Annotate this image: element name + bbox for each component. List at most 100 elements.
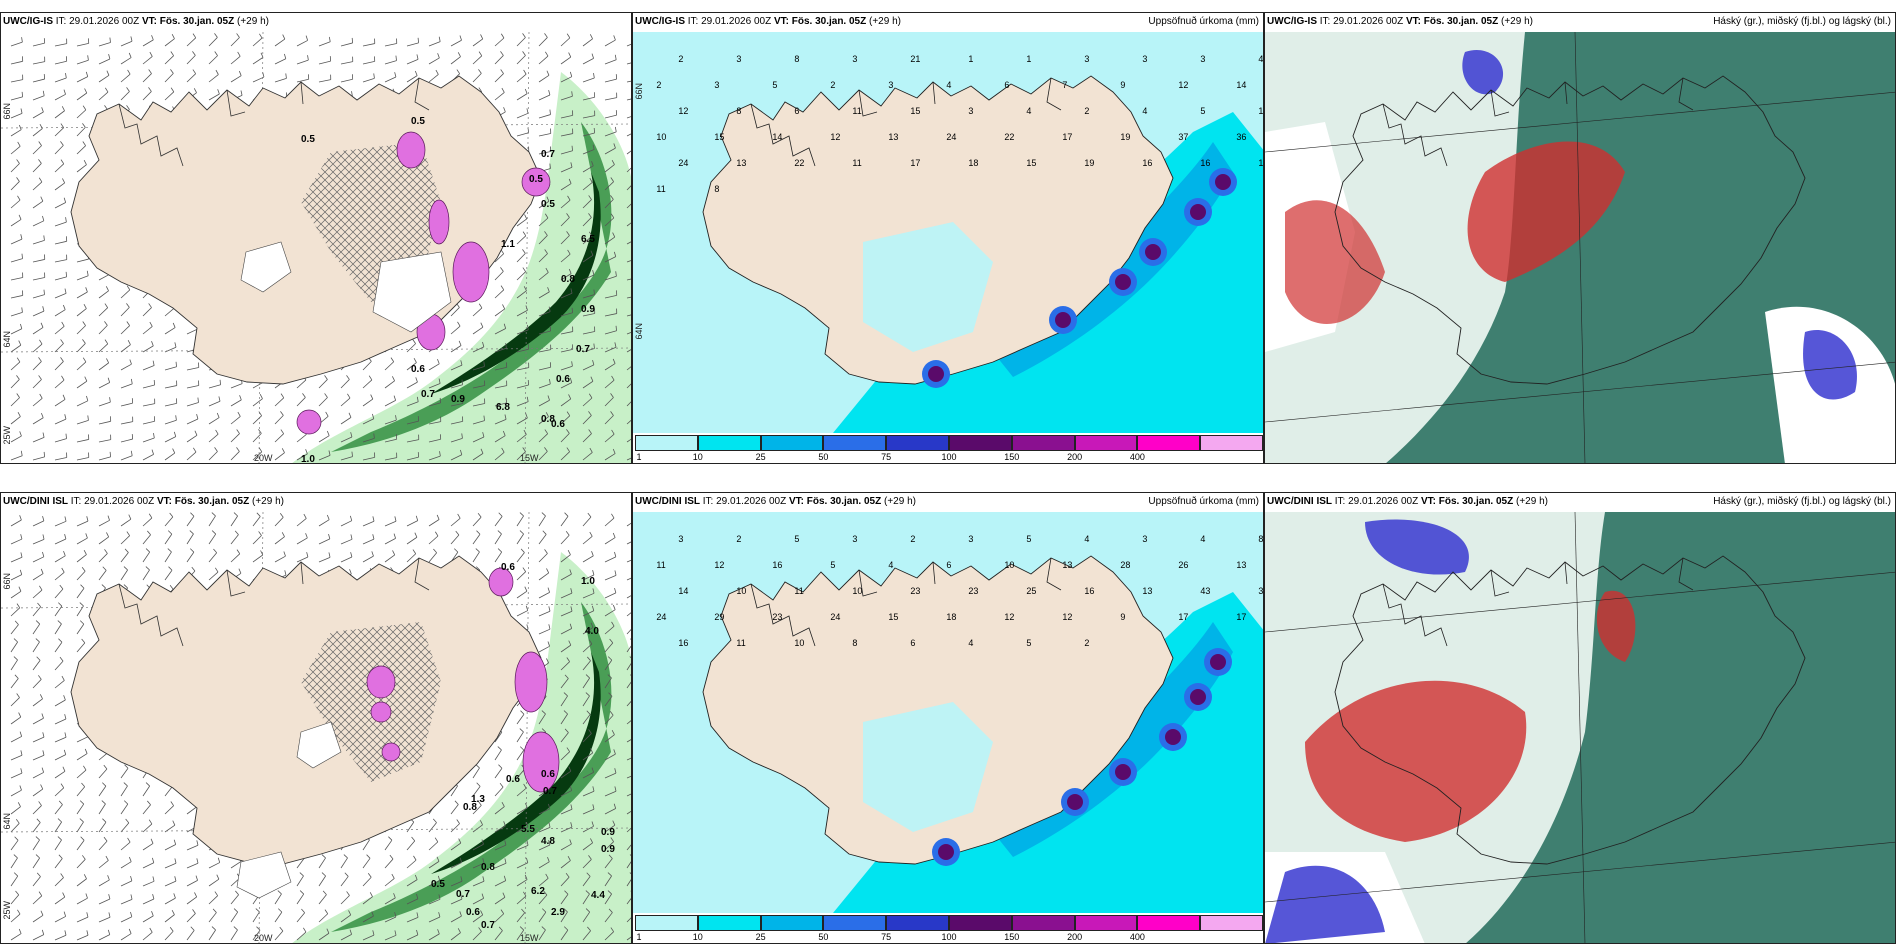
precip-value: 12 <box>1062 612 1072 622</box>
legend-tick: 10 <box>692 452 703 462</box>
precip-value: 12 <box>678 106 688 116</box>
precip-value: 16 <box>1200 158 1210 168</box>
wind-snow-map[interactable]: 0.5 0.5 0.7 0.5 0.5 1.1 0.8 0.9 0.7 0.6 0.6 0.7 0.9 6… <box>1 32 631 463</box>
panel-title: UWC/IG-IS IT: 29.01.2026 00Z VT: Fös. 30… <box>1267 16 1533 27</box>
legend-tick: 50 <box>818 932 829 942</box>
legend-tick: 1 <box>636 932 642 942</box>
precip-value: 8 <box>794 54 799 64</box>
precip-value: 3 <box>1142 534 1147 544</box>
legend-swatch <box>760 435 824 451</box>
precip-value: 15 <box>714 132 724 142</box>
precip-map[interactable]: 2383211133342352346791214128611153424510… <box>633 32 1264 433</box>
legend-swatch <box>635 435 698 451</box>
legend-swatch <box>949 915 1012 931</box>
precip-value: 29 <box>714 612 724 622</box>
precip-value: 23 <box>910 586 920 596</box>
precip-value: 18 <box>946 612 956 622</box>
precip-value: 3 <box>1200 54 1205 64</box>
lon-label: 15W <box>520 933 539 943</box>
precip-value: 11 <box>794 586 803 596</box>
precip-value: 6 <box>794 106 799 116</box>
snow-value: 6.5 <box>581 234 595 245</box>
legend-swatch <box>1137 915 1201 931</box>
snow-value: 0.9 <box>451 394 465 405</box>
legend-tick: 400 <box>1129 452 1145 462</box>
legend-tick: 50 <box>818 452 829 462</box>
precip-value: 3 <box>678 534 683 544</box>
legend-swatch <box>1137 435 1201 451</box>
precip-value: 12 <box>714 560 724 570</box>
lat-label: 66N <box>2 103 12 120</box>
precip-value: 37 <box>1178 132 1188 142</box>
legend-swatch <box>1074 915 1138 931</box>
legend-swatch <box>697 435 761 451</box>
wind-snow-map[interactable]: 0.6 1.0 4.0 1.3 0.8 0.6 0.6 0.7 0.9 5.5 4.8 0.8 0.5 0… <box>1 512 631 943</box>
precip-value: 8 <box>714 184 719 194</box>
precip-value: 10 <box>656 132 666 142</box>
precip-value: 28 <box>1120 560 1130 570</box>
legend-tick: 25 <box>755 932 766 942</box>
precip-value: 10 <box>1258 106 1264 116</box>
precip-value: 17 <box>1236 612 1246 622</box>
snow-value: 0.9 <box>581 304 595 315</box>
precip-value: 3 <box>736 54 741 64</box>
precip-value: 13 <box>736 158 746 168</box>
precip-value: 8 <box>1258 534 1263 544</box>
precip-value: 3 <box>1142 54 1147 64</box>
cloud-map[interactable] <box>1265 512 1895 943</box>
precip-value: 9 <box>1120 612 1125 622</box>
lat-label: 66N <box>634 83 644 100</box>
precip-value: 17 <box>910 158 920 168</box>
snow-value: 4.8 <box>541 836 555 847</box>
lat-label: 64N <box>634 323 644 340</box>
legend-tick: 25 <box>755 452 766 462</box>
precip-value: 9 <box>1120 80 1125 90</box>
precip-value: 3 <box>852 534 857 544</box>
snow-value: 0.5 <box>541 199 555 210</box>
precip-value: 38 <box>1258 586 1264 596</box>
lat-label: 64N <box>2 331 12 348</box>
precip-value: 11 <box>852 106 861 116</box>
precip-value: 2 <box>830 80 835 90</box>
legend-tick: 1 <box>636 452 642 462</box>
precip-value: 4 <box>968 638 973 648</box>
precip-value: 12 <box>1178 80 1188 90</box>
precip-value: 13 <box>1062 560 1072 570</box>
precip-value: 3 <box>1084 54 1089 64</box>
precip-value: 3 <box>852 54 857 64</box>
precip-value: 24 <box>678 158 688 168</box>
precip-value: 14 <box>772 132 782 142</box>
precip-value: 24 <box>946 132 956 142</box>
precip-value: 5 <box>1200 106 1205 116</box>
cloud-map[interactable] <box>1265 32 1895 463</box>
lat-label: 66N <box>2 573 12 590</box>
snow-value: 0.8 <box>541 414 555 425</box>
precip-title: Uppsöfnuð úrkoma (mm) <box>1148 496 1259 507</box>
precip-value: 4 <box>1026 106 1031 116</box>
precip-value: 5 <box>772 80 777 90</box>
precip-value: 10 <box>852 586 862 596</box>
precip-value: 15 <box>888 612 898 622</box>
precip-value: 3 <box>968 534 973 544</box>
snow-value: 1.1 <box>501 239 515 250</box>
snow-value: 6.2 <box>531 886 545 897</box>
precip-value: 11 <box>852 158 861 168</box>
precip-value: 2 <box>678 54 683 64</box>
precip-value: 2 <box>656 80 661 90</box>
precip-value: 10 <box>736 586 746 596</box>
precip-value: 25 <box>1026 586 1036 596</box>
panel-title: UWC/DINI ISL IT: 29.01.2026 00Z VT: Fös.… <box>3 496 284 507</box>
snow-value: 2.9 <box>551 907 565 918</box>
precip-value: 6 <box>910 638 915 648</box>
precip-title: Uppsöfnuð úrkoma (mm) <box>1148 16 1259 27</box>
precip-value: 1 <box>1026 54 1031 64</box>
snow-value: 0.7 <box>481 920 495 931</box>
snow-value: 0.7 <box>456 889 470 900</box>
precip-value: 5 <box>830 560 835 570</box>
snow-value: 1.0 <box>301 454 315 464</box>
precip-value: 15 <box>1026 158 1036 168</box>
precip-map[interactable]: 3 2 5 3 2 3 5 4 3 4 8 11 12 16 5 4 6 10 13 28 26 13 14 10 11 10 23… <box>633 512 1264 913</box>
precip-value: 2 <box>1084 638 1089 648</box>
legend-swatch <box>886 435 949 451</box>
precip-value: 22 <box>1004 132 1014 142</box>
